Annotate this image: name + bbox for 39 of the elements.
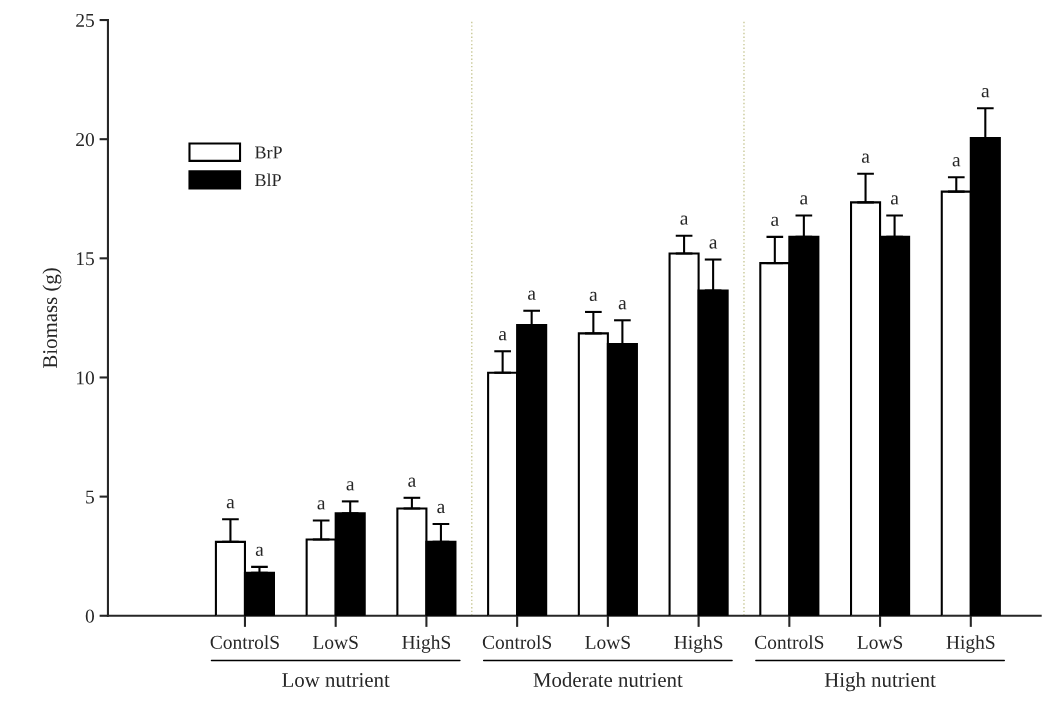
y-tick-label: 15: [77, 252, 94, 266]
x-tick-label: ControlS: [482, 635, 552, 649]
data-label: a: [226, 499, 235, 509]
legend-label: BrP: [255, 146, 282, 159]
y-tick-label: 5: [86, 490, 94, 504]
x-tick-label: ControlS: [755, 635, 824, 649]
legend-label: BlP: [255, 173, 281, 187]
x-tick-label: LowS: [585, 635, 630, 649]
data-label: a: [890, 195, 899, 205]
text: Moderate nutrient: [533, 672, 683, 688]
y-axis-title: Biomass (g): [42, 268, 62, 368]
data-label: a: [981, 88, 990, 98]
data-label: a: [771, 216, 779, 226]
data-label: a: [317, 500, 326, 510]
data-label: a: [255, 546, 264, 557]
data-label: a: [346, 481, 355, 491]
data-label: a: [618, 300, 627, 310]
data-label: a: [589, 291, 598, 302]
data-label: a: [498, 331, 507, 341]
text: Low nutrient: [282, 673, 390, 688]
x-tick-label: LowS: [313, 635, 358, 649]
text: High nutrient: [824, 672, 936, 692]
y-tick-label: 25: [76, 13, 94, 27]
data-label: a: [408, 477, 416, 487]
data-label: a: [680, 215, 689, 225]
y-tick-label: 0: [85, 609, 95, 623]
x-tick-label: HighS: [946, 635, 995, 653]
x-tick-label: HighS: [402, 635, 451, 653]
x-tick-label: HighS: [674, 635, 723, 653]
x-tick-label: LowS: [857, 635, 903, 649]
data-label: a: [861, 153, 870, 163]
data-label: a: [528, 290, 536, 300]
x-tick-label: ControlS: [210, 635, 279, 649]
y-tick-label: 10: [77, 371, 95, 385]
data-label: a: [800, 195, 808, 205]
y-tick-label: 20: [76, 133, 95, 147]
data-label: a: [437, 503, 445, 514]
data-label: a: [952, 157, 961, 167]
data-label: a: [709, 239, 718, 249]
